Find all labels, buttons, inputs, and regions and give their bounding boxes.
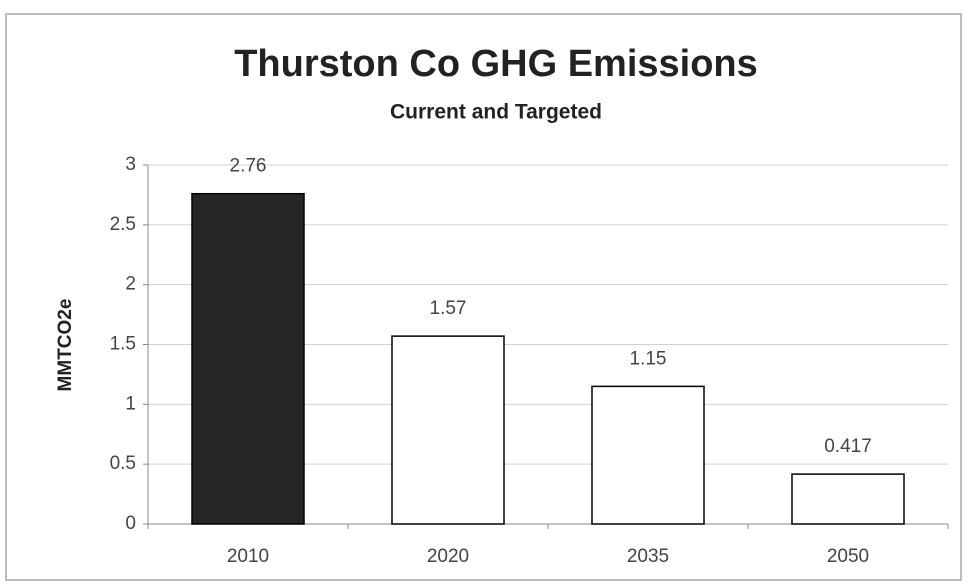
bar — [191, 192, 305, 525]
y-tick-label: 1 — [125, 393, 136, 414]
y-tick-label: 3 — [125, 154, 136, 175]
chart-subtitle: Current and Targeted — [390, 101, 602, 124]
chart-title: Thurston Co GHG Emissions — [234, 43, 758, 85]
bar — [391, 335, 505, 525]
x-tick-label: 2010 — [227, 546, 269, 567]
bar — [591, 385, 705, 525]
y-tick-label: 0.5 — [110, 453, 136, 474]
x-tick-label: 2020 — [427, 546, 469, 567]
y-tick-label: 2.5 — [110, 214, 136, 235]
bar — [791, 473, 905, 525]
data-label: 1.57 — [430, 298, 467, 319]
y-tick-label: 0 — [125, 513, 136, 534]
x-tick-label: 2035 — [627, 546, 669, 567]
data-label: 1.15 — [630, 348, 667, 369]
y-tick-label: 2 — [125, 274, 136, 295]
y-tick-label: 1.5 — [110, 334, 136, 355]
y-axis-label: MMTCO2e — [55, 299, 76, 392]
data-label: 0.417 — [824, 436, 872, 457]
data-label: 2.76 — [230, 156, 267, 177]
x-tick-label: 2050 — [827, 546, 869, 567]
